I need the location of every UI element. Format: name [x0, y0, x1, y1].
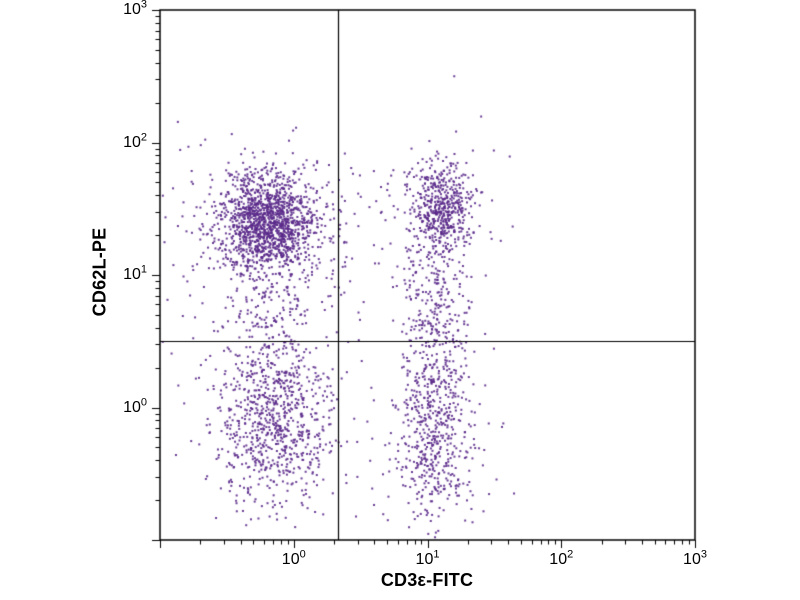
- y-tick-label: 103: [123, 0, 147, 18]
- y-tick-label: 100: [123, 396, 147, 416]
- y-axis-label: CD62L-PE: [89, 227, 110, 317]
- y-tick-label: 101: [123, 263, 147, 283]
- y-tick-label: 102: [123, 131, 147, 151]
- x-tick-label: 102: [549, 548, 574, 568]
- x-tick-label: 103: [683, 548, 707, 568]
- x-tick-label: 100: [281, 548, 306, 568]
- x-axis-label: CD3ε-FITC: [380, 570, 474, 590]
- x-tick-label: 101: [415, 548, 440, 568]
